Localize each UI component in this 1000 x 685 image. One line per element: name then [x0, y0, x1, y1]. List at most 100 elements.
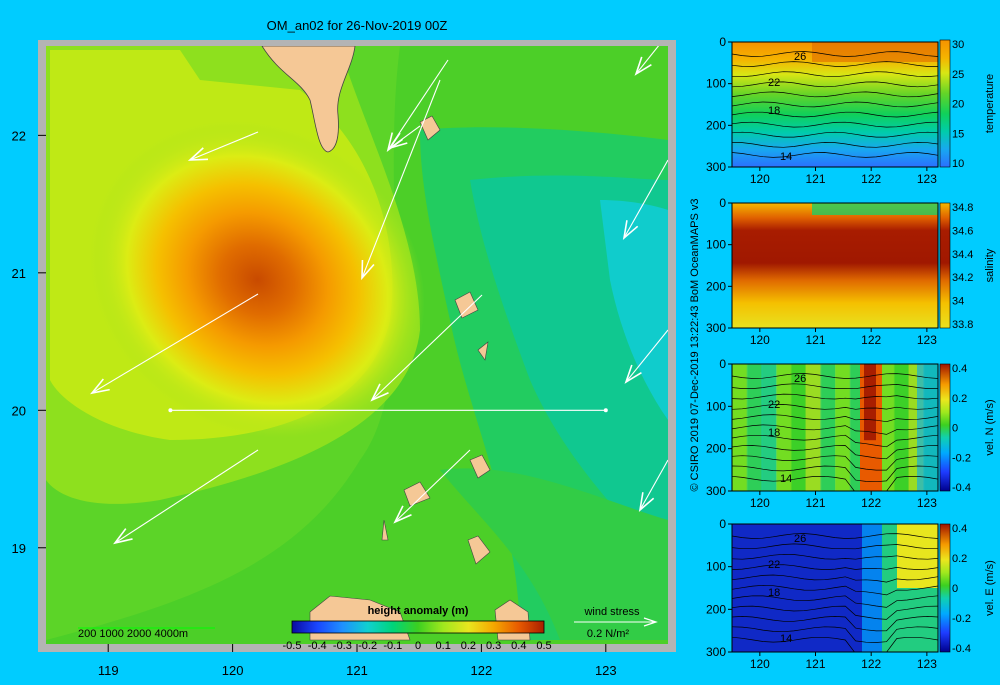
- panel-colorbar-tick: 0.4: [952, 523, 967, 535]
- wind-arrowhead: [638, 492, 655, 513]
- depth-legend: 200 1000 2000 4000m: [78, 628, 188, 640]
- vel-jet-core: [864, 364, 876, 441]
- section-panel-field: [732, 42, 938, 167]
- contour-line: [732, 152, 938, 158]
- panel-x-tick-label: 121: [805, 496, 825, 510]
- colorbar-tick-label: -0.3: [333, 640, 352, 652]
- panel-colorbar-tick: 34.8: [952, 202, 973, 214]
- panel-colorbar: [939, 363, 951, 492]
- map-title: OM_an02 for 26-Nov-2019 00Z: [267, 18, 448, 33]
- panel-y-tick-label: 300: [706, 645, 726, 659]
- panel-y-tick-label: 0: [719, 517, 726, 531]
- land-island: [454, 291, 479, 319]
- wind-vector: [623, 159, 668, 239]
- contour-line: [732, 465, 938, 483]
- contour-line: [732, 574, 938, 583]
- x-tick-label: 122: [471, 663, 493, 678]
- panel-colorbar-tick: 34.2: [952, 272, 973, 284]
- wind-arrowhead: [624, 364, 642, 384]
- contour-line: [732, 142, 938, 148]
- vel-pos2: [897, 524, 938, 588]
- contour-line: [732, 616, 938, 632]
- panel-variable-label: salinity: [984, 248, 996, 282]
- panel-y-tick-label: 200: [706, 602, 726, 616]
- panel-colorbar-tick: 34: [952, 296, 964, 308]
- contour-line: [732, 51, 938, 57]
- land-island: [467, 535, 491, 565]
- colorbar-tick-label: -0.5: [283, 640, 302, 652]
- section-panel-frame: [731, 363, 939, 492]
- contour-line: [732, 455, 938, 471]
- contour-line: [732, 131, 938, 138]
- y-tick-label: 22: [12, 128, 26, 143]
- wind-arrowhead: [393, 505, 412, 524]
- panel-colorbar-tick: -0.2: [952, 452, 971, 464]
- contour-line: [732, 404, 938, 410]
- vel-mid: [862, 524, 882, 652]
- contour-line: [732, 121, 938, 128]
- panel-colorbar-tick: 30: [952, 39, 964, 51]
- contour-line: [732, 101, 938, 108]
- panel-x-tick-label: 122: [861, 657, 881, 671]
- panel-colorbar: [939, 523, 951, 653]
- contour-line: [732, 626, 938, 643]
- contour-label: 22: [768, 77, 780, 89]
- section-panel-field: [732, 203, 938, 328]
- contour-line: [732, 414, 938, 423]
- panel-x-tick-label: 122: [861, 496, 881, 510]
- wind-vector: [639, 459, 668, 511]
- panel-x-tick-label: 121: [805, 172, 825, 186]
- contour-label: 26: [794, 373, 806, 385]
- panel-x-tick-label: 120: [750, 172, 770, 186]
- panel-colorbar-tick: 34.4: [952, 249, 973, 261]
- panel-y-tick-label: 300: [706, 321, 726, 335]
- contour-line: [732, 111, 938, 118]
- contour-label: 18: [768, 105, 780, 117]
- contour-label: 22: [768, 399, 780, 411]
- panel-colorbar-tick: 33.8: [952, 319, 973, 331]
- panel-x-tick-label: 121: [805, 333, 825, 347]
- wind-vector: [371, 294, 483, 401]
- panel-y-tick-label: 0: [719, 35, 726, 49]
- wind-arrowhead: [89, 378, 110, 395]
- land-island: [403, 481, 431, 507]
- colorbar-tick-label: -0.4: [308, 640, 327, 652]
- panel-x-tick-label: 123: [917, 496, 937, 510]
- wind-arrowhead: [187, 147, 209, 161]
- contour-line: [732, 564, 938, 570]
- contour-line: [732, 424, 938, 435]
- contour-line: [732, 373, 938, 379]
- panel-colorbar-tick: 0.2: [952, 553, 967, 565]
- panel-colorbar-tick: -0.4: [952, 482, 971, 494]
- panel-y-tick-label: 0: [719, 357, 726, 371]
- vel-band: [835, 364, 851, 491]
- contour-line: [732, 553, 938, 560]
- contour-line: [732, 543, 938, 550]
- contour-label: 22: [768, 559, 780, 571]
- panel-colorbar-tick: 10: [952, 158, 964, 170]
- wind-legend-title: wind stress: [583, 606, 640, 618]
- land-island: [477, 341, 489, 361]
- panel-x-tick-label: 122: [861, 333, 881, 347]
- panel-y-tick-label: 200: [706, 442, 726, 456]
- contour-line: [732, 383, 938, 390]
- panel-x-tick-label: 120: [750, 333, 770, 347]
- wind-arrowhead: [370, 383, 389, 402]
- section-end: [603, 408, 608, 413]
- y-tick-label: 19: [12, 541, 26, 556]
- contour-line: [732, 61, 938, 67]
- contour-label: 14: [780, 633, 792, 645]
- vel-band: [893, 364, 910, 491]
- panel-colorbar-tick: 20: [952, 99, 964, 111]
- panel-colorbar-tick: 0.2: [952, 393, 967, 405]
- contour-line: [732, 475, 938, 491]
- wind-vector: [361, 79, 441, 279]
- contour-line: [732, 533, 938, 539]
- wind-arrowhead: [622, 220, 639, 241]
- panel-y-tick-label: 100: [706, 399, 726, 413]
- land-island: [381, 519, 389, 541]
- contour-label: 26: [794, 533, 806, 545]
- contour-line: [732, 584, 938, 596]
- section-start: [168, 408, 173, 413]
- y-tick-label: 21: [12, 266, 26, 281]
